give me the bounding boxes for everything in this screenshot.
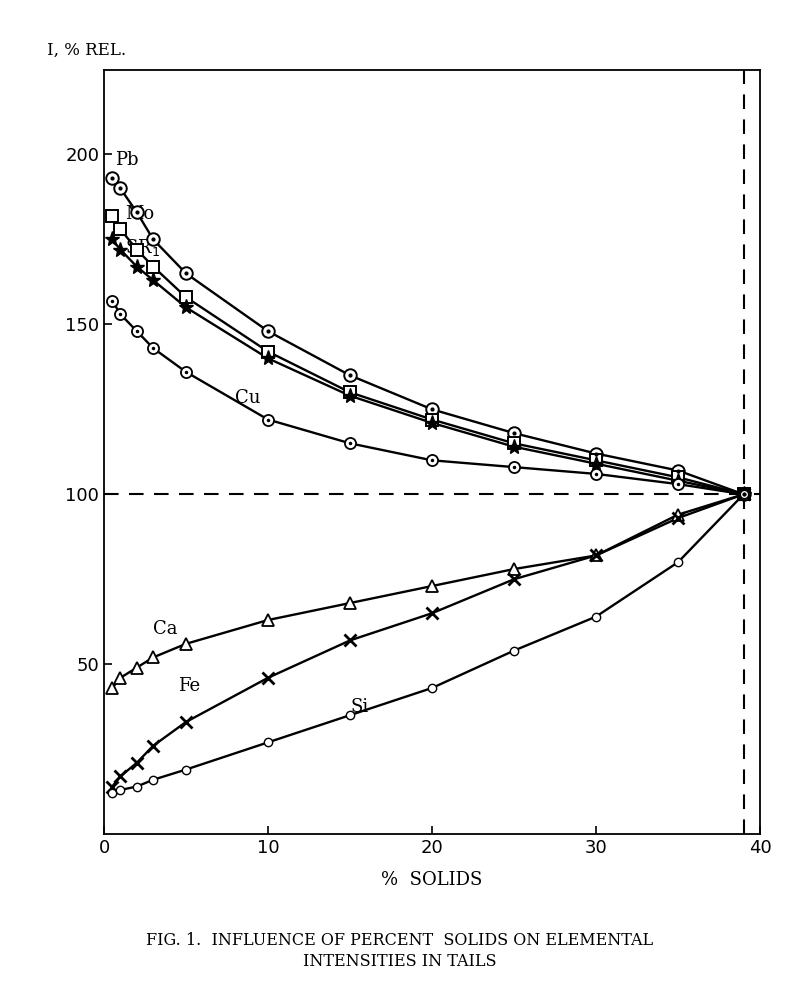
Text: INTENSITIES IN TAILS: INTENSITIES IN TAILS — [303, 953, 497, 970]
Text: FIG. 1.  INFLUENCE OF PERCENT  SOLIDS ON ELEMENTAL: FIG. 1. INFLUENCE OF PERCENT SOLIDS ON E… — [146, 932, 654, 949]
X-axis label: %  SOLIDS: % SOLIDS — [382, 871, 482, 889]
Text: Ca: Ca — [154, 620, 178, 638]
Text: Mo: Mo — [126, 205, 154, 223]
Text: Pb: Pb — [114, 151, 138, 169]
Text: SR$_1$: SR$_1$ — [126, 237, 160, 258]
Text: I, % REL.: I, % REL. — [46, 43, 126, 60]
Text: Si: Si — [350, 698, 368, 716]
Text: Cu: Cu — [235, 388, 261, 406]
Text: Fe: Fe — [178, 677, 200, 695]
